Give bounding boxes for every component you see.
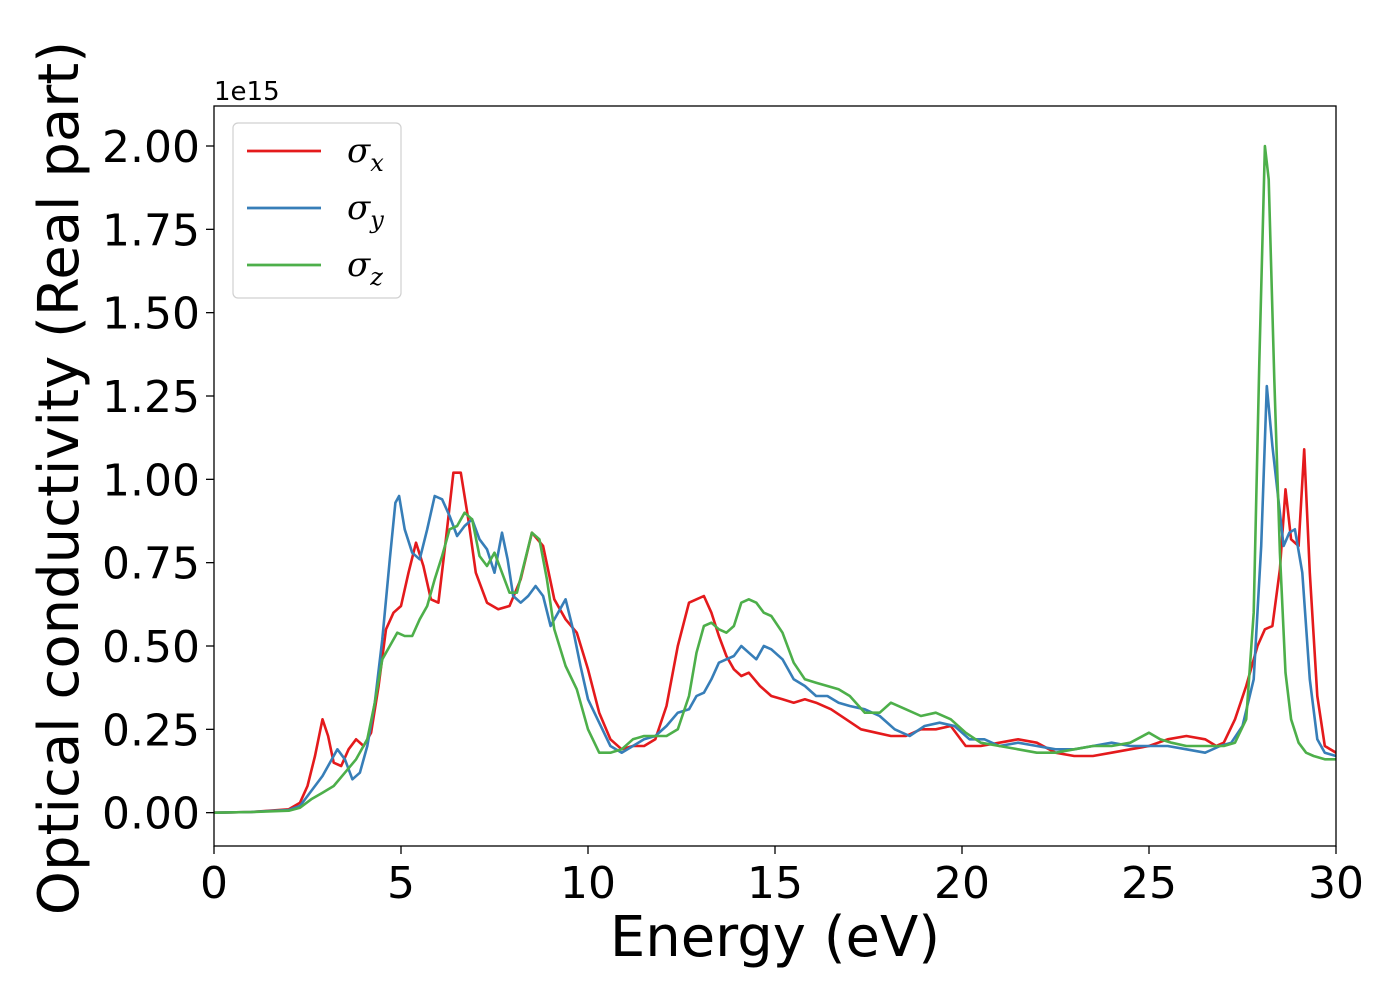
y-tick-label: 1.25: [102, 372, 200, 423]
x-tick-label: 20: [934, 858, 990, 909]
y-axis: 0.00 0.25 0.50 0.75 1.00 1.25 1.50 1.75 2.00: [102, 122, 214, 840]
x-tick-label: 0: [200, 858, 228, 909]
y-tick-label: 2.00: [102, 122, 200, 173]
x-axis: 0 5 10 15 20 25 30: [200, 846, 1364, 909]
y-tick-label: 0.00: [102, 789, 200, 840]
legend-label-x: σx: [347, 131, 384, 177]
y-axis-label: Optical conductivity (Real part): [27, 41, 92, 915]
x-tick-label: 30: [1308, 858, 1364, 909]
legend: σx σy σz: [232, 122, 402, 299]
y-tick-label: 1.50: [102, 289, 200, 340]
series-layer: [214, 144, 1336, 814]
y-tick-label: 1.00: [102, 455, 200, 506]
legend-label-y: σy: [347, 188, 384, 234]
y-tick-label: 0.75: [102, 539, 200, 590]
x-tick-label: 10: [560, 858, 616, 909]
y-tick-label: 0.25: [102, 705, 200, 756]
x-tick-label: 5: [387, 858, 415, 909]
series-line-y: [214, 384, 1336, 814]
series-line-z: [214, 144, 1336, 814]
x-tick-label: 15: [747, 858, 803, 909]
y-offset-label: 1e15: [214, 77, 280, 107]
legend-label-z: σz: [347, 245, 383, 291]
legend-box: [232, 122, 402, 299]
y-tick-label: 0.50: [102, 622, 200, 673]
x-axis-label: Energy (eV): [610, 905, 940, 970]
x-tick-label: 25: [1121, 858, 1177, 909]
y-tick-label: 1.75: [102, 205, 200, 256]
